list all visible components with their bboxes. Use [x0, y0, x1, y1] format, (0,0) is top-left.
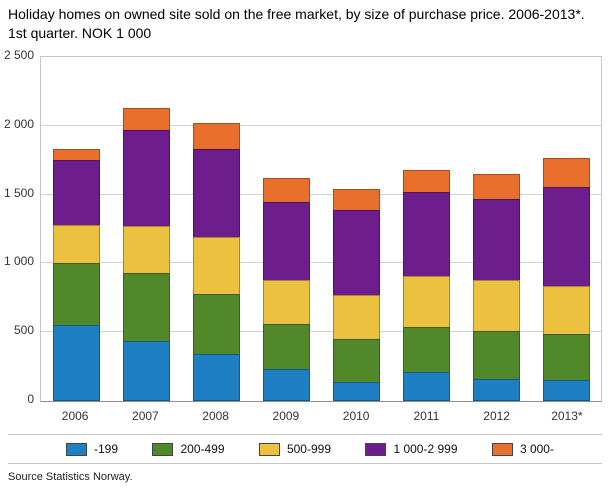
gridline: [41, 193, 601, 195]
y-axis-tick-label: 2 500: [3, 48, 34, 62]
legend-swatch: [365, 442, 387, 456]
bar-segment: [52, 149, 100, 161]
y-axis-tick-label: 1 000: [3, 254, 34, 269]
x-axis-label: 2008: [202, 409, 229, 423]
bar-segment: [192, 149, 240, 238]
y-axis: 0 500 1 000 1 500 2 000 2 500: [0, 48, 40, 406]
gridline: [41, 262, 601, 264]
bar-segment: [122, 226, 170, 274]
bar-column: [321, 189, 391, 401]
bar-segment: [122, 130, 170, 227]
y-axis-tick-label: 0: [27, 392, 34, 406]
bar-segment: [402, 372, 450, 401]
bar-2008: [192, 123, 240, 401]
bar-segment: [542, 379, 590, 401]
bar-segment: [332, 295, 380, 340]
plot-area-wrapper: 0 500 1 000 1 500 2 000 2 500: [0, 48, 610, 406]
bar-segment: [542, 334, 590, 380]
bar-segment: [472, 279, 520, 331]
gridline: [41, 124, 601, 126]
bar-segment: [262, 201, 310, 281]
bar-segment: [52, 325, 100, 401]
bar-2011: [402, 169, 450, 401]
x-axis-label: 2010: [342, 409, 370, 423]
bar-2007: [122, 108, 170, 401]
bar-column: [461, 173, 531, 401]
gridline: [41, 331, 601, 333]
y-axis-tick-label: 1 500: [3, 185, 34, 200]
bar-segment: [332, 189, 380, 210]
legend-item: 200-499: [152, 442, 225, 456]
legend-label: -199: [94, 442, 119, 456]
x-axis-label: 2012: [483, 409, 510, 423]
bar-2006: [52, 149, 100, 401]
bar-segment: [542, 187, 590, 287]
legend: -199 200-499 500-999 1 000-2 999 3 000-: [8, 434, 602, 464]
bar-segment: [472, 173, 520, 199]
bar-segment: [122, 340, 170, 401]
x-axis-label: 2011: [413, 409, 440, 423]
bar-segment: [472, 330, 520, 379]
bar-column: [531, 158, 601, 401]
bar-2013*: [542, 158, 590, 401]
bar-column: [391, 169, 461, 401]
bar-segment: [402, 191, 450, 276]
legend-label: 200-499: [180, 442, 225, 456]
bar-segment: [332, 209, 380, 296]
bar-column: [111, 108, 181, 401]
bars-container: [41, 57, 601, 401]
legend-label: 500-999: [286, 442, 331, 456]
bar-segment: [122, 108, 170, 131]
y-axis-tick-label: 500: [13, 323, 34, 338]
bar-column: [251, 178, 321, 401]
plot-area: [40, 56, 602, 402]
bar-segment: [472, 379, 520, 401]
legend-swatch: [152, 442, 174, 456]
bar-segment: [332, 381, 380, 401]
bar-segment: [262, 369, 310, 401]
x-axis: 2006 2007 2008 2009 2010 2011 2012 2013*: [40, 402, 610, 423]
bar-segment: [52, 263, 100, 326]
bar-segment: [192, 354, 240, 401]
bar-segment: [192, 123, 240, 150]
bar-2010: [332, 189, 380, 401]
bar-segment: [262, 280, 310, 325]
legend-swatch: [491, 442, 513, 456]
legend-swatch: [258, 442, 280, 456]
bar-segment: [192, 237, 240, 294]
bar-column: [181, 123, 251, 401]
bar-segment: [192, 293, 240, 355]
bar-segment: [122, 273, 170, 341]
bar-segment: [542, 158, 590, 188]
legend-item: 500-999: [258, 442, 331, 456]
bar-segment: [262, 324, 310, 370]
bar-segment: [52, 224, 100, 264]
bar-segment: [402, 275, 450, 327]
legend-item: 1 000-2 999: [365, 442, 458, 456]
x-axis-label: 2007: [132, 409, 159, 423]
x-axis-label: 2009: [272, 409, 300, 423]
legend-swatch: [66, 442, 87, 456]
bar-segment: [52, 160, 100, 225]
bar-column: [41, 149, 111, 401]
legend-item: 3 000-: [491, 442, 554, 456]
bar-segment: [472, 198, 520, 280]
source-text: Source Statistics Norway.: [8, 471, 133, 483]
x-axis-label: 2013*: [551, 409, 583, 423]
legend-item: -199: [66, 442, 118, 456]
bar-segment: [332, 339, 380, 382]
bar-2009: [262, 178, 310, 401]
bar-segment: [262, 178, 310, 202]
chart-title: Holiday homes on owned site sold on the …: [8, 6, 585, 41]
y-axis-tick-label: 2 000: [3, 116, 34, 131]
bar-segment: [542, 286, 590, 335]
bar-2012: [472, 173, 520, 401]
legend-label: 1 000-2 999: [393, 442, 458, 456]
bar-segment: [402, 169, 450, 192]
bar-segment: [402, 326, 450, 373]
legend-label: 3 000-: [519, 442, 554, 456]
x-axis-label: 2006: [61, 409, 89, 423]
